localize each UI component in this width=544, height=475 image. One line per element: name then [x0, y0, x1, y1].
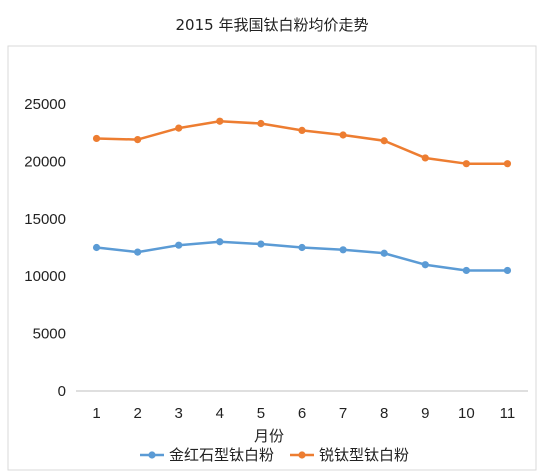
data-point — [298, 126, 306, 135]
data-point — [92, 134, 101, 143]
data-point — [134, 135, 142, 144]
legend-label: 锐钛型钛白粉 — [319, 446, 409, 464]
data-point — [298, 243, 306, 252]
data-point — [462, 266, 470, 275]
legend-swatch-marker — [148, 451, 156, 459]
x-tick-label: 10 — [458, 405, 475, 422]
series-layer — [92, 117, 512, 275]
data-point — [134, 248, 142, 256]
data-point — [175, 241, 183, 249]
y-axis-ticks: 0 5000 10000 15000 20000 25000 — [24, 96, 66, 400]
data-point — [339, 246, 347, 254]
y-tick-label: 15000 — [24, 211, 66, 228]
x-tick-label: 2 — [133, 405, 141, 422]
legend-swatch-marker — [298, 451, 306, 459]
x-axis-ticks: 1 2 3 4 5 6 7 8 9 10 11 — [92, 405, 515, 422]
x-tick-label: 5 — [257, 405, 265, 422]
legend: 金红石型钛白粉 锐钛型钛白粉 — [140, 446, 409, 464]
data-point — [216, 238, 224, 246]
data-point — [421, 154, 429, 162]
data-point — [421, 261, 429, 269]
plot-frame — [7, 45, 537, 471]
x-tick-label: 11 — [500, 405, 516, 422]
x-tick-label: 7 — [339, 405, 347, 422]
y-tick-label: 5000 — [33, 326, 66, 343]
data-point — [216, 117, 224, 125]
data-point — [380, 137, 388, 145]
x-tick-label: 4 — [216, 405, 224, 422]
y-tick-label: 25000 — [24, 96, 66, 113]
data-point — [503, 160, 512, 168]
x-tick-label: 1 — [92, 405, 100, 422]
data-point — [175, 124, 183, 132]
x-tick-label: 3 — [175, 405, 183, 422]
x-axis-title: 月份 — [254, 427, 284, 445]
x-tick-label: 6 — [298, 405, 306, 422]
data-point — [257, 240, 265, 248]
data-point — [503, 266, 512, 275]
data-point — [92, 243, 101, 252]
data-point — [462, 160, 470, 168]
y-tick-label: 0 — [58, 383, 66, 400]
legend-label: 金红石型钛白粉 — [169, 446, 274, 464]
y-tick-label: 10000 — [24, 268, 66, 285]
chart-title: 2015 年我国钛白粉均价走势 — [175, 16, 369, 34]
x-tick-label: 8 — [380, 405, 388, 422]
x-tick-label: 9 — [421, 405, 429, 422]
data-point — [339, 131, 347, 139]
y-tick-label: 20000 — [24, 153, 66, 170]
data-point — [257, 119, 265, 128]
data-point — [380, 249, 388, 257]
